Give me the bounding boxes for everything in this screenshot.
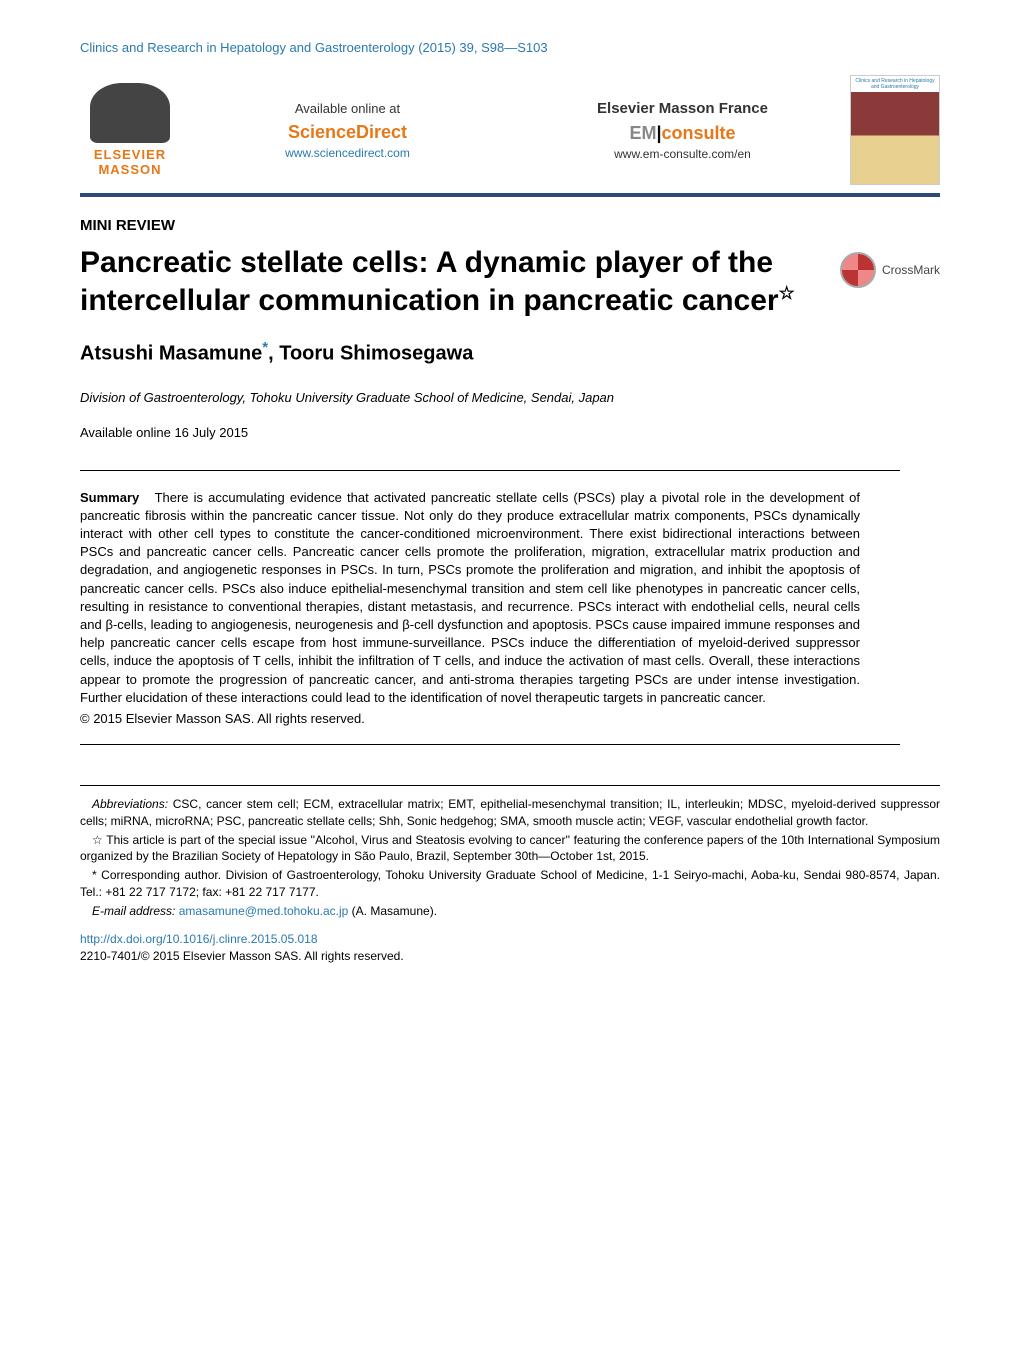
- available-online-label: Available online at: [195, 101, 500, 116]
- abbreviations-text: CSC, cancer stem cell; ECM, extracellula…: [80, 797, 940, 828]
- abbreviations-label: Abbreviations:: [92, 797, 168, 811]
- star-footnote: ☆ This article is part of the special is…: [80, 832, 940, 866]
- journal-cover-title: Clinics and Research in Hepatology and G…: [851, 76, 939, 92]
- corresponding-author-footnote: * Corresponding author. Division of Gast…: [80, 867, 940, 901]
- affiliation: Division of Gastroenterology, Tohoku Uni…: [80, 390, 940, 405]
- author-2: , Tooru Shimosegawa: [268, 343, 473, 365]
- em-suffix: consulte: [662, 123, 736, 143]
- email-link[interactable]: amasamune@med.tohoku.ac.jp: [179, 904, 349, 918]
- email-footnote: E-mail address: amasamune@med.tohoku.ac.…: [80, 903, 940, 920]
- elsevier-masson-logo: ELSEVIER MASSON: [80, 80, 180, 180]
- masson-label: MASSON: [98, 162, 161, 177]
- abstract-body: There is accumulating evidence that acti…: [80, 490, 860, 705]
- title-text: Pancreatic stellate cells: A dynamic pla…: [80, 246, 779, 317]
- crossmark-badge[interactable]: CrossMark: [840, 252, 940, 288]
- article-title: Pancreatic stellate cells: A dynamic pla…: [80, 244, 820, 319]
- em-prefix: EM: [629, 123, 656, 143]
- emconsulte-block: Elsevier Masson France EM|consulte www.e…: [515, 100, 850, 161]
- author-1: Atsushi Masamune: [80, 343, 262, 365]
- journal-reference: Clinics and Research in Hepatology and G…: [80, 40, 940, 55]
- sciencedirect-block: Available online at ScienceDirect www.sc…: [180, 101, 515, 160]
- footnotes: Abbreviations: CSC, cancer stem cell; EC…: [80, 785, 940, 965]
- title-footnote-star: ☆: [779, 283, 795, 303]
- available-online-date: Available online 16 July 2015: [80, 425, 940, 440]
- doi-link[interactable]: http://dx.doi.org/10.1016/j.clinre.2015.…: [80, 931, 940, 948]
- issn-copyright: 2210-7401/© 2015 Elsevier Masson SAS. Al…: [80, 948, 940, 965]
- banner-divider: [80, 193, 940, 197]
- elsevier-masson-france-label: Elsevier Masson France: [530, 100, 835, 117]
- summary-label: Summary: [80, 490, 139, 505]
- sciencedirect-url[interactable]: www.sciencedirect.com: [195, 146, 500, 160]
- email-label: E-mail address:: [92, 904, 175, 918]
- crossmark-label: CrossMark: [882, 263, 940, 277]
- article-type: MINI REVIEW: [80, 217, 940, 234]
- elsevier-tree-icon: [90, 83, 170, 143]
- sciencedirect-logo: ScienceDirect: [195, 122, 500, 143]
- email-suffix: (A. Masamune).: [348, 904, 437, 918]
- abbreviations-footnote: Abbreviations: CSC, cancer stem cell; EC…: [80, 796, 940, 830]
- journal-cover-thumbnail: Clinics and Research in Hepatology and G…: [850, 75, 940, 185]
- publisher-banner: ELSEVIER MASSON Available online at Scie…: [80, 75, 940, 185]
- doi-block: http://dx.doi.org/10.1016/j.clinre.2015.…: [80, 931, 940, 965]
- abstract-box: Summary There is accumulating evidence t…: [80, 470, 900, 745]
- elsevier-label: ELSEVIER: [94, 147, 166, 162]
- abstract-paragraph: Summary There is accumulating evidence t…: [80, 489, 860, 707]
- authors: Atsushi Masamune*, Tooru Shimosegawa: [80, 339, 940, 366]
- emconsulte-url[interactable]: www.em-consulte.com/en: [530, 147, 835, 161]
- emconsulte-logo: EM|consulte: [530, 123, 835, 144]
- crossmark-icon: [840, 252, 876, 288]
- abstract-copyright: © 2015 Elsevier Masson SAS. All rights r…: [80, 711, 860, 726]
